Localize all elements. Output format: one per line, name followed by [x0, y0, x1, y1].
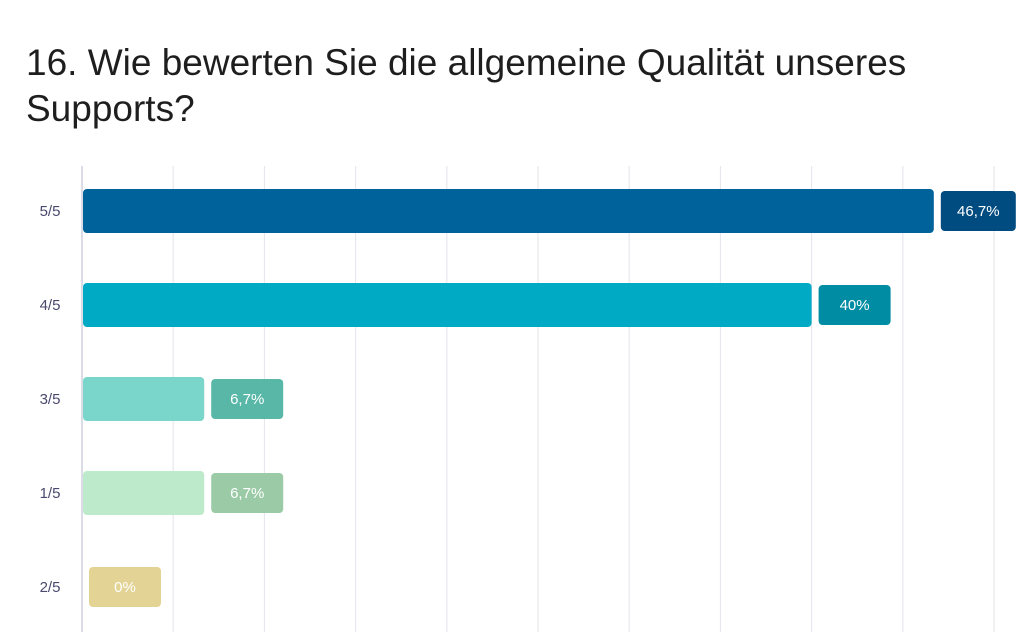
category-label: 4/5	[40, 297, 61, 314]
chart-title: 16. Wie bewerten Sie die allgemeine Qual…	[26, 42, 907, 129]
value-label: 46,7%	[957, 203, 1000, 220]
grid-lines	[81, 166, 995, 632]
value-badge	[211, 379, 284, 419]
bar	[83, 283, 812, 327]
value-badge	[818, 285, 891, 325]
category-label: 3/5	[40, 391, 61, 408]
category-label: 2/5	[40, 579, 61, 596]
value-label: 6,7%	[230, 485, 264, 502]
bar	[83, 189, 934, 233]
value-label: 6,7%	[230, 391, 264, 408]
bar	[83, 377, 205, 421]
bars: 5/5 46,7% 4/5 40% 3/5 6,7% 1/5 6,7% 2/5 0%	[40, 189, 1016, 607]
category-label: 1/5	[40, 485, 61, 502]
value-badge	[940, 191, 1016, 231]
category-label: 5/5	[40, 203, 61, 220]
value-badge	[211, 473, 284, 513]
value-badge	[89, 567, 161, 607]
value-label: 40%	[840, 297, 870, 314]
value-label: 0%	[114, 579, 136, 596]
bar	[83, 471, 205, 515]
